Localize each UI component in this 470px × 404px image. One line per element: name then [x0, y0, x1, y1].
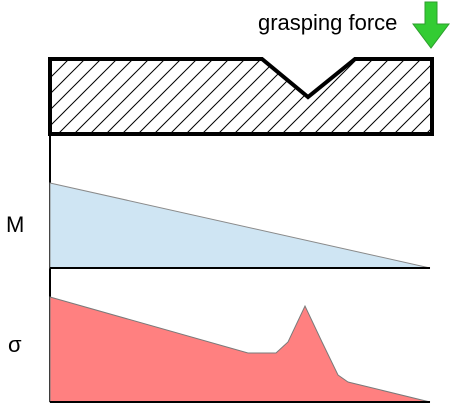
force-label: grasping force — [258, 10, 397, 35]
stress-diagram-area — [49, 296, 431, 403]
down-arrow-icon — [412, 1, 450, 49]
stress-label: σ — [8, 332, 22, 357]
moment-diagram-area — [49, 182, 431, 269]
notched-beam — [48, 57, 434, 136]
moment-label: M — [6, 212, 24, 237]
